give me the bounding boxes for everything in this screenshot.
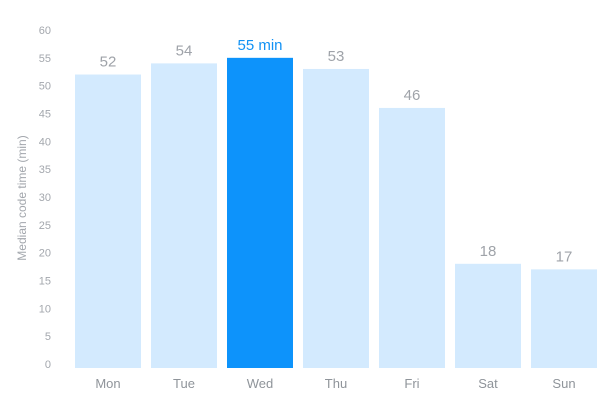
y-tick-label: 55 <box>39 53 51 65</box>
y-tick-label: 50 <box>39 81 51 93</box>
x-tick-label-fri: Fri <box>404 376 419 391</box>
y-tick-label: 15 <box>39 276 51 288</box>
bar-mon <box>75 74 141 369</box>
bars <box>75 57 597 369</box>
value-label-sun: 17 <box>556 248 573 265</box>
bar-tue <box>151 63 217 369</box>
y-tick-label: 25 <box>39 220 51 232</box>
value-labels: 52 54 55 min 53 46 18 17 <box>100 37 573 266</box>
y-tick-label: 60 <box>39 25 51 37</box>
y-axis-ticks: 0 5 10 15 20 25 30 35 40 45 50 55 60 <box>39 25 51 371</box>
y-tick-label: 0 <box>45 359 51 371</box>
value-label-thu: 53 <box>328 48 345 65</box>
y-tick-label: 5 <box>45 331 51 343</box>
x-tick-label-wed: Wed <box>247 376 274 391</box>
value-label-tue: 54 <box>176 42 193 59</box>
bar-sun <box>531 269 597 368</box>
bar-thu <box>303 68 369 368</box>
x-tick-label-mon: Mon <box>95 376 120 391</box>
value-label-wed: 55 min <box>237 37 282 54</box>
x-tick-label-sat: Sat <box>478 376 498 391</box>
value-label-fri: 46 <box>404 87 421 104</box>
bar-fri <box>379 107 445 368</box>
y-tick-label: 10 <box>39 303 51 315</box>
x-tick-label-sun: Sun <box>552 376 575 391</box>
x-tick-label-tue: Tue <box>173 376 195 391</box>
value-label-sat: 18 <box>480 243 497 260</box>
y-tick-label: 40 <box>39 136 51 148</box>
x-tick-label-thu: Thu <box>325 376 347 391</box>
bar-sat <box>455 263 521 368</box>
value-label-mon: 52 <box>100 54 117 71</box>
bar-wed <box>227 57 293 368</box>
y-tick-label: 45 <box>39 109 51 121</box>
y-tick-label: 30 <box>39 192 51 204</box>
y-tick-label: 20 <box>39 248 51 260</box>
x-axis-labels: Mon Tue Wed Thu Fri Sat Sun <box>95 376 575 391</box>
y-axis-title: Median code time (min) <box>15 135 29 260</box>
y-tick-label: 35 <box>39 164 51 176</box>
